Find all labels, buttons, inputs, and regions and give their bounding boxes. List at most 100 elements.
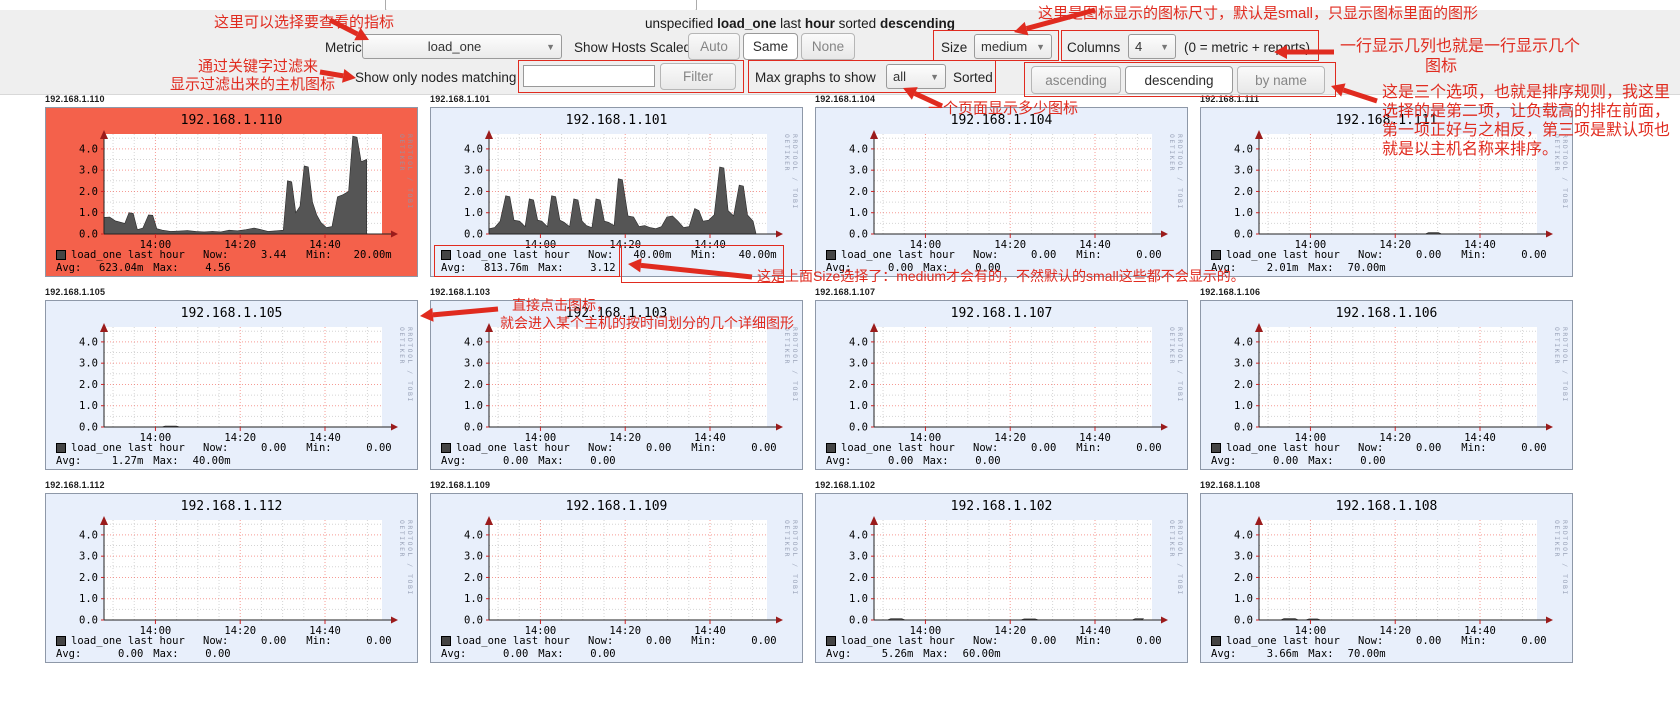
- legend-swatch: [826, 250, 836, 260]
- legend-avg-value: 0.00: [503, 455, 529, 467]
- svg-text:2.0: 2.0: [464, 572, 483, 584]
- graph-card[interactable]: 192.168.1.110 0.0 1.0 2.0 3.0 4.0 14:00 14:20 1…: [45, 107, 418, 277]
- host-link[interactable]: 192.168.1.108: [1200, 480, 1261, 490]
- legend-series-label: load_one last hour: [71, 249, 185, 261]
- legend-avg-label: Avg:: [1211, 648, 1237, 660]
- host-cell: 192.168.1.102 192.168.1.102 0.0 1.0 2.0 3.0…: [815, 480, 1188, 663]
- legend-min-value: 40.00m: [738, 249, 777, 261]
- legend-line1: load_one last hour Now: 0.00 Min: 0.00: [826, 249, 1183, 261]
- svg-text:2.0: 2.0: [849, 572, 868, 584]
- scaled-same-button[interactable]: Same: [743, 33, 798, 60]
- legend-avg-label: Avg:: [56, 262, 82, 274]
- legend-now-value: 0.00: [1416, 635, 1442, 647]
- graph-card[interactable]: 192.168.1.104 0.0 1.0 2.0 3.0 4.0 14:00 14:20 1…: [815, 107, 1188, 277]
- max-graphs-label: Max graphs to show: [755, 70, 876, 85]
- sort-descending-button[interactable]: descending: [1125, 66, 1233, 94]
- scaled-auto-button[interactable]: Auto: [688, 33, 740, 60]
- svg-text:0.0: 0.0: [1234, 422, 1253, 434]
- host-cell: 192.168.1.111 192.168.1.111 0.0 1.0 2.0 3.0…: [1200, 94, 1573, 277]
- host-link[interactable]: 192.168.1.101: [430, 94, 491, 104]
- legend-avg-label: Avg:: [56, 455, 82, 467]
- svg-text:1.0: 1.0: [79, 400, 98, 412]
- rrdtool-watermark-text: RRDTOOL / TOBI OETIKER: [1553, 134, 1569, 210]
- legend-line1: load_one last hour Now: 0.00 Min: 0.00: [56, 635, 413, 647]
- toolbar: [0, 10, 1680, 95]
- svg-text:14:00: 14:00: [1295, 239, 1327, 251]
- metric-label: Metric: [325, 40, 362, 55]
- graph-card[interactable]: 192.168.1.112 0.0 1.0 2.0 3.0 4.0 14:00 14:20 1…: [45, 493, 418, 663]
- graph-card[interactable]: 192.168.1.108 0.0 1.0 2.0 3.0 4.0 14:00 14:20 1…: [1200, 493, 1573, 663]
- host-link[interactable]: 192.168.1.110: [45, 94, 105, 104]
- svg-text:3.0: 3.0: [849, 165, 868, 177]
- svg-text:3.0: 3.0: [79, 165, 98, 177]
- graph-title: 192.168.1.104: [950, 113, 1053, 128]
- legend-max-label: Max:: [538, 262, 564, 274]
- sort-byname-button[interactable]: by name: [1237, 66, 1325, 94]
- graph-card[interactable]: 192.168.1.106 0.0 1.0 2.0 3.0 4.0 14:00 14:20 1…: [1200, 300, 1573, 470]
- host-link[interactable]: 192.168.1.103: [430, 287, 491, 297]
- svg-text:2.0: 2.0: [79, 572, 98, 584]
- graph-title: 192.168.1.107: [950, 306, 1053, 321]
- host-link[interactable]: 192.168.1.102: [815, 480, 876, 490]
- graph-card[interactable]: 192.168.1.107 0.0 1.0 2.0 3.0 4.0 14:00 14:20 1…: [815, 300, 1188, 470]
- svg-text:3.0: 3.0: [1234, 358, 1253, 370]
- legend-swatch: [56, 250, 66, 260]
- legend-line1: load_one last hour Now: 3.44 Min: 20.00m: [56, 249, 413, 261]
- scaled-none-button[interactable]: None: [801, 33, 855, 60]
- host-link[interactable]: 192.168.1.107: [815, 287, 876, 297]
- page-title: unspecified load_one last hour sorted de…: [560, 16, 1040, 31]
- size-select[interactable]: medium ▼: [974, 34, 1052, 59]
- legend-avg-value: 2.01m: [1266, 262, 1299, 274]
- legend-now-label: Now:: [973, 249, 999, 261]
- graph-card[interactable]: 192.168.1.103 0.0 1.0 2.0 3.0 4.0 14:00 14:20 1…: [430, 300, 803, 470]
- graph-card[interactable]: 192.168.1.105 0.0 1.0 2.0 3.0 4.0 14:00 14:20 1…: [45, 300, 418, 470]
- svg-text:4.0: 4.0: [1234, 336, 1253, 348]
- metric-select[interactable]: load_one ▼: [362, 34, 562, 59]
- host-link[interactable]: 192.168.1.109: [430, 480, 491, 490]
- graph-card[interactable]: 192.168.1.109 0.0 1.0 2.0 3.0 4.0 14:00 14:20 1…: [430, 493, 803, 663]
- host-cell: 192.168.1.103 192.168.1.103 0.0 1.0 2.0 3.0…: [430, 287, 803, 470]
- sort-ascending-button[interactable]: ascending: [1031, 66, 1121, 94]
- chevron-down-icon: ▼: [930, 71, 939, 82]
- host-link[interactable]: 192.168.1.112: [45, 480, 105, 490]
- host-link[interactable]: 192.168.1.104: [815, 94, 876, 104]
- svg-text:2.0: 2.0: [79, 186, 98, 198]
- scaled-label: Show Hosts Scaled:: [574, 40, 695, 55]
- svg-text:14:40: 14:40: [694, 625, 726, 637]
- legend-min-value: 0.00: [1136, 249, 1162, 261]
- columns-select[interactable]: 4 ▼: [1128, 34, 1176, 59]
- legend-max-label: Max:: [538, 648, 564, 660]
- legend-series-label: load_one last hour: [1226, 442, 1340, 454]
- graph-card[interactable]: 192.168.1.111 0.0 1.0 2.0 3.0 4.0 14:00 14:20 1…: [1200, 107, 1573, 277]
- graph-title: 192.168.1.103: [565, 306, 668, 321]
- filter-label: Show only nodes matching: [355, 70, 517, 85]
- svg-text:14:00: 14:00: [525, 625, 557, 637]
- legend-avg-value: 0.00: [1273, 455, 1299, 467]
- host-cell: 192.168.1.105 192.168.1.105 0.0 1.0 2.0 3.0…: [45, 287, 418, 470]
- legend-max-value: 0.00: [590, 648, 616, 660]
- host-link[interactable]: 192.168.1.111: [1200, 94, 1260, 104]
- legend-avg-label: Avg:: [1211, 455, 1237, 467]
- legend-avg-label: Avg:: [1211, 262, 1237, 274]
- legend-series-label: load_one last hour: [456, 635, 570, 647]
- filter-input[interactable]: [523, 65, 655, 87]
- host-link[interactable]: 192.168.1.106: [1200, 287, 1261, 297]
- host-cell: 192.168.1.107 192.168.1.107 0.0 1.0 2.0 3.0…: [815, 287, 1188, 470]
- svg-text:14:20: 14:20: [994, 239, 1026, 251]
- graph-card[interactable]: 192.168.1.101 0.0 1.0 2.0 3.0 4.0 14:00 14:20 1…: [430, 107, 803, 277]
- title-prefix: unspecified: [645, 16, 714, 31]
- max-graphs-select[interactable]: all ▼: [886, 64, 946, 89]
- graph-card[interactable]: 192.168.1.102 0.0 1.0 2.0 3.0 4.0 14:00 14:20 1…: [815, 493, 1188, 663]
- chevron-down-icon: ▼: [1036, 41, 1045, 52]
- legend-swatch: [56, 636, 66, 646]
- filter-button[interactable]: Filter: [660, 63, 736, 90]
- load-graph: 0.0 1.0 2.0 3.0 4.0 14:00 14:20 14:40: [79, 323, 398, 444]
- legend-max-value: 40.00m: [192, 455, 231, 467]
- svg-text:0.0: 0.0: [1234, 229, 1253, 241]
- host-link[interactable]: 192.168.1.105: [45, 287, 106, 297]
- legend-avg-value: 813.76m: [484, 262, 529, 274]
- svg-text:14:40: 14:40: [309, 625, 341, 637]
- svg-text:1.0: 1.0: [464, 207, 483, 219]
- legend-swatch: [441, 250, 451, 260]
